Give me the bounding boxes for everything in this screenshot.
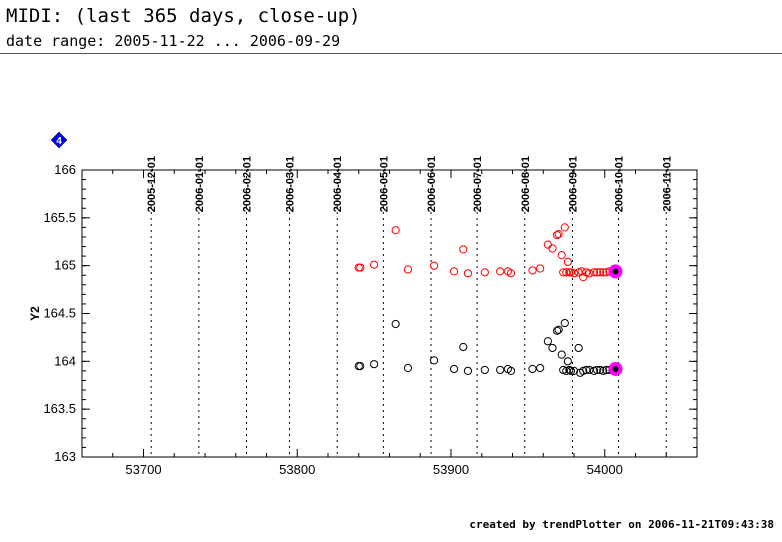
date-label: 2006-06-01 (426, 156, 438, 212)
date-label: 2006-03-01 (285, 156, 297, 212)
data-point (506, 366, 516, 375)
data-point (554, 229, 563, 239)
date-range-subtitle: date range: 2005-11-22 ... 2006-09-29 (6, 32, 341, 50)
y-tick-label: 163 (54, 449, 76, 464)
data-point (548, 244, 557, 253)
data-point (592, 365, 602, 375)
data-point (577, 267, 586, 276)
data-point (554, 325, 563, 334)
data-point (459, 245, 468, 254)
data-point (557, 350, 566, 359)
data-point (496, 267, 505, 276)
legend-marker-label: 4 (56, 136, 62, 147)
data-point (391, 226, 400, 235)
data-point (552, 326, 562, 335)
data-point (536, 363, 545, 373)
data-point (429, 261, 439, 270)
data-point (563, 357, 572, 366)
data-point (403, 265, 413, 274)
x-tick-label: 53900 (433, 462, 469, 477)
data-point (565, 365, 574, 375)
data-point (449, 267, 459, 276)
y-tick-label: 166 (54, 162, 76, 177)
header-divider (0, 53, 782, 54)
data-point (459, 342, 468, 352)
data-point (463, 366, 473, 375)
data-point (403, 363, 413, 373)
data-point (536, 264, 545, 273)
data-point (560, 223, 569, 232)
data-point (370, 260, 379, 269)
data-point (589, 268, 599, 277)
data-point (562, 268, 571, 277)
date-label: 2006-05-01 (378, 156, 390, 212)
legend-marker-icon (50, 131, 68, 149)
y-tick-label: 164 (54, 353, 76, 368)
date-label: 2006-04-01 (332, 156, 344, 212)
date-label: 2005-12-01 (146, 156, 158, 212)
y-tick-label: 165.5 (43, 210, 76, 225)
data-point (560, 318, 569, 328)
data-point (592, 268, 602, 277)
data-point (356, 362, 365, 371)
date-label: 2006-09-01 (567, 156, 579, 212)
data-point (506, 269, 516, 278)
data-point (528, 364, 537, 374)
data-point (557, 251, 566, 260)
date-label: 2006-02-01 (242, 156, 254, 212)
data-point (596, 268, 605, 277)
latest-point (612, 365, 619, 372)
data-point (548, 343, 557, 353)
y-tick-label: 163.5 (43, 401, 76, 416)
data-point (582, 365, 591, 375)
data-point (552, 230, 562, 240)
x-tick-label: 53700 (125, 462, 161, 477)
data-point (543, 240, 552, 249)
data-point (569, 269, 579, 278)
data-point (391, 319, 400, 329)
y-tick-label: 165 (54, 258, 76, 273)
data-point (528, 266, 537, 275)
data-point (569, 366, 579, 375)
data-point (356, 263, 365, 272)
data-point (463, 269, 473, 278)
data-point (543, 337, 552, 346)
page-title: MIDI: (last 365 days, close-up) (6, 5, 361, 27)
credit-footer: created by trendPlotter on 2006-11-21T09… (469, 518, 774, 531)
data-point (574, 343, 583, 353)
y-tick-label: 164.5 (43, 306, 76, 321)
data-point (370, 360, 379, 369)
data-point (566, 366, 576, 375)
data-point (480, 365, 489, 375)
date-label: 2006-08-01 (520, 156, 532, 212)
date-label: 2006-10-01 (614, 156, 626, 212)
y-axis-label: Y2 (28, 306, 42, 321)
data-point (496, 365, 505, 375)
date-label: 2006-01-01 (194, 156, 206, 212)
data-point (429, 356, 439, 365)
data-point (599, 268, 608, 277)
data-point (563, 257, 572, 266)
data-point (449, 364, 459, 374)
data-point (480, 268, 489, 277)
x-tick-label: 54000 (587, 462, 623, 477)
date-label: 2006-07-01 (472, 156, 484, 212)
date-label: 2006-11-01 (661, 156, 673, 212)
x-tick-label: 53800 (279, 462, 315, 477)
data-point (585, 269, 594, 278)
latest-point (612, 268, 619, 275)
